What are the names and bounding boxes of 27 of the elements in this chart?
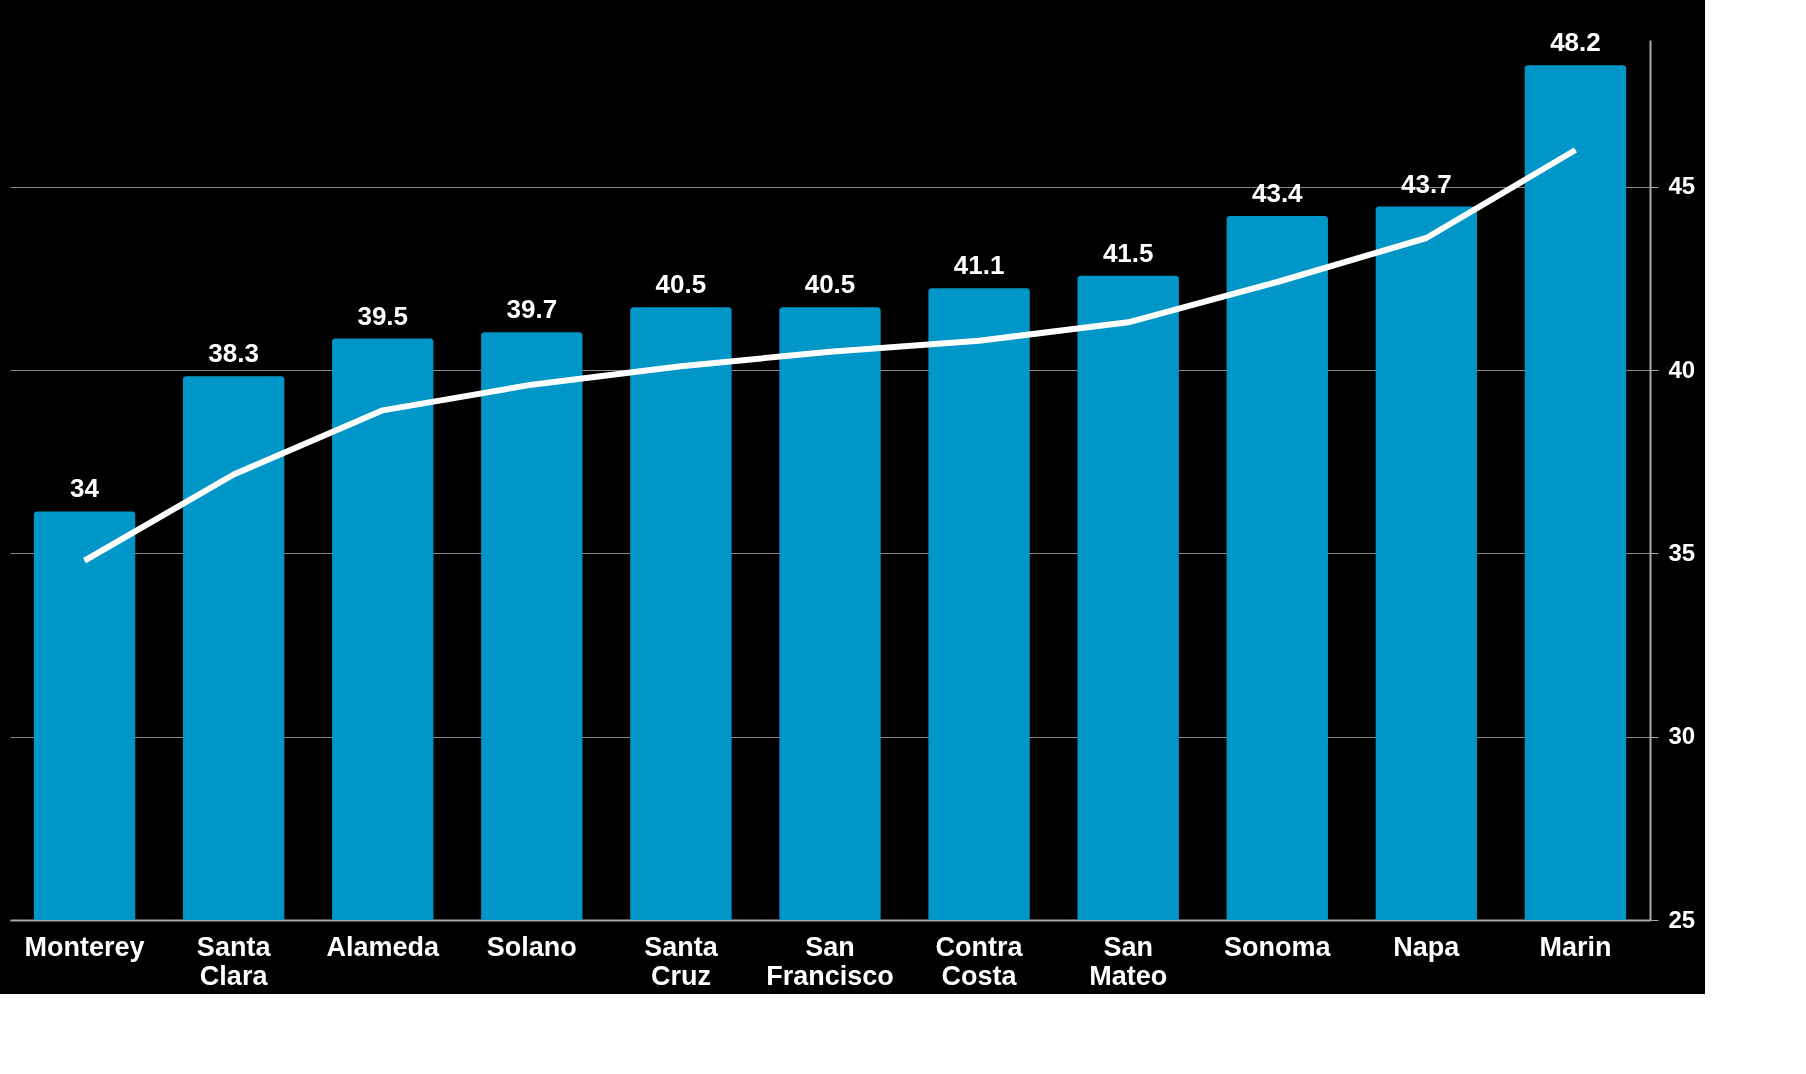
x-tick-label: Marin: [1539, 931, 1612, 962]
x-tick-label: Napa: [1393, 931, 1461, 962]
data-label: 41.1: [953, 250, 1005, 281]
data-label: 48.2: [1550, 27, 1601, 58]
x-tick-label: Monterey: [24, 931, 145, 962]
x-tick-label: Contra Costa: [935, 931, 1024, 991]
x-tick-label: Santa Clara: [196, 931, 272, 991]
y2-tick-label: 25: [1668, 905, 1696, 933]
data-label: 34: [70, 473, 100, 504]
data-label: 43.4: [1251, 178, 1304, 208]
data-label: 41.5: [1102, 237, 1154, 268]
x-tick-label: Alameda: [326, 931, 440, 962]
y2-tick-label: 35: [1668, 538, 1696, 566]
data-label: 43.7: [1401, 168, 1452, 199]
y2-tick-label: 40: [1668, 355, 1696, 383]
data-label: 39.5: [357, 300, 409, 331]
data-label: 40.5: [655, 269, 707, 300]
data-label: 38.3: [208, 338, 259, 369]
y2-tick-label: 30: [1668, 722, 1696, 750]
x-tick-label: Sonoma: [1224, 931, 1332, 962]
x-tick-label: San Mateo: [1089, 931, 1168, 991]
data-label: 40.5: [804, 269, 856, 300]
x-tick-label: Santa Cruz: [644, 931, 719, 991]
x-tick-label: Solano: [486, 931, 577, 962]
y2-tick-label: 45: [1668, 172, 1696, 200]
x-tick-label: San Francisco: [766, 931, 894, 991]
data-label: 39.7: [506, 294, 558, 325]
